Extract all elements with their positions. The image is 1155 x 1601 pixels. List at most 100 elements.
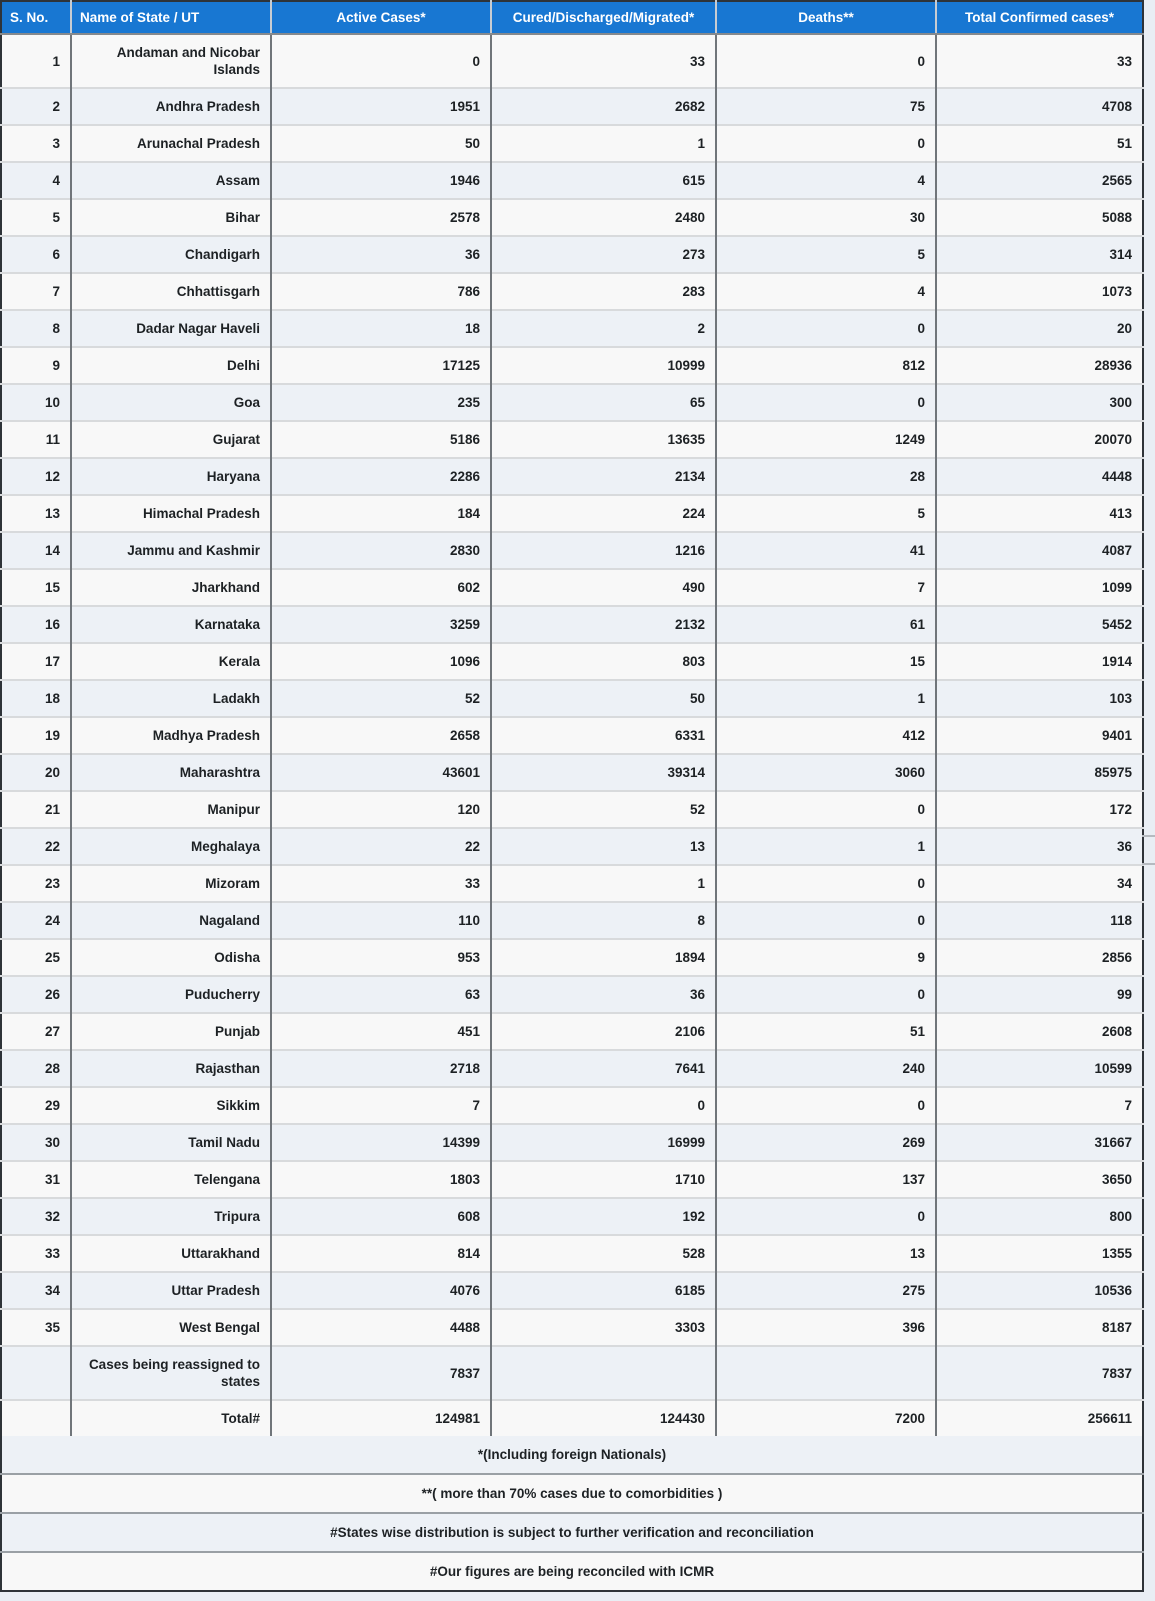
cell-active: 4076 <box>270 1271 491 1309</box>
cell-sno: 9 <box>1 346 71 384</box>
cell-active: 2830 <box>270 531 491 569</box>
cell-total: 9401 <box>935 716 1143 754</box>
cell-sno: 19 <box>1 716 71 754</box>
cell-deaths: 0 <box>715 975 936 1013</box>
cell-active: 1951 <box>270 87 491 125</box>
table-row-1: 1 Andaman and Nicobar Islands 0 33 0 33 <box>1 34 1143 88</box>
table-row-18: 18 Ladakh 52 50 1 103 <box>1 679 1143 717</box>
cell-active: 4488 <box>270 1308 491 1346</box>
cell-deaths <box>715 1345 936 1400</box>
table-body: 1 Andaman and Nicobar Islands 0 33 0 33 2 Andhr… <box>1 34 1143 1436</box>
table-footnotes: *(Including foreign Nationals) **( more t… <box>1 1436 1143 1591</box>
cell-active: 18 <box>270 309 491 347</box>
cell-active: 953 <box>270 938 491 976</box>
cell-active: 52 <box>270 679 491 717</box>
cell-active: 2718 <box>270 1049 491 1087</box>
cell-sno: 24 <box>1 901 71 939</box>
cell-total: 256611 <box>935 1399 1143 1436</box>
cell-sno: 3 <box>1 124 71 162</box>
cell-active: 786 <box>270 272 491 310</box>
cell-sno: 13 <box>1 494 71 532</box>
table-row-3: 3 Arunachal Pradesh 50 1 0 51 <box>1 124 1143 162</box>
cell-state: Assam <box>70 161 271 199</box>
cell-sno: 27 <box>1 1012 71 1050</box>
table-row-26: 26 Puducherry 63 36 0 99 <box>1 975 1143 1013</box>
cell-total: 31667 <box>935 1123 1143 1161</box>
cell-deaths: 9 <box>715 938 936 976</box>
cell-active: 451 <box>270 1012 491 1050</box>
column-header-active: Active Cases* <box>270 1 491 35</box>
table-row-33: 33 Uttarakhand 814 528 13 1355 <box>1 1234 1143 1272</box>
cell-sno: 32 <box>1 1197 71 1235</box>
table-row-13: 13 Himachal Pradesh 184 224 5 413 <box>1 494 1143 532</box>
cell-cured: 6185 <box>490 1271 716 1309</box>
cell-deaths: 13 <box>715 1234 936 1272</box>
cell-sno: 1 <box>1 34 71 88</box>
table-row-17: 17 Kerala 1096 803 15 1914 <box>1 642 1143 680</box>
cell-state: Himachal Pradesh <box>70 494 271 532</box>
cell-deaths: 4 <box>715 272 936 310</box>
cell-state: Uttar Pradesh <box>70 1271 271 1309</box>
table-row-total: Total# 124981 124430 7200 256611 <box>1 1399 1143 1436</box>
column-header-total: Total Confirmed cases* <box>935 1 1143 35</box>
table-row-21: 21 Manipur 120 52 0 172 <box>1 790 1143 828</box>
cell-cured: 13 <box>490 827 716 865</box>
cell-total: 5088 <box>935 198 1143 236</box>
cell-cured: 528 <box>490 1234 716 1272</box>
cell-sno: 34 <box>1 1271 71 1309</box>
cell-deaths: 0 <box>715 124 936 162</box>
cell-sno: 29 <box>1 1086 71 1124</box>
cell-sno: 28 <box>1 1049 71 1087</box>
cell-sno: 20 <box>1 753 71 791</box>
cell-active: 17125 <box>270 346 491 384</box>
row-divider-artifact <box>1142 835 1155 837</box>
table-row-22: 22 Meghalaya 22 13 1 36 <box>1 827 1143 865</box>
cell-total: 800 <box>935 1197 1143 1235</box>
cell-deaths: 275 <box>715 1271 936 1309</box>
cell-state: Andaman and Nicobar Islands <box>70 34 271 88</box>
cell-state: Manipur <box>70 790 271 828</box>
cell-sno <box>1 1399 71 1436</box>
cell-total: 85975 <box>935 753 1143 791</box>
cell-active: 14399 <box>270 1123 491 1161</box>
table-row-9: 9 Delhi 17125 10999 812 28936 <box>1 346 1143 384</box>
cell-cured: 2132 <box>490 605 716 643</box>
cell-sno: 5 <box>1 198 71 236</box>
column-header-state: Name of State / UT <box>70 1 271 35</box>
table-row-24: 24 Nagaland 110 8 0 118 <box>1 901 1143 939</box>
cell-cured: 13635 <box>490 420 716 458</box>
table-row-31: 31 Telengana 1803 1710 137 3650 <box>1 1160 1143 1198</box>
cell-total: 4087 <box>935 531 1143 569</box>
table-row-reassigned: Cases being reassigned to states 7837 7837 <box>1 1345 1143 1400</box>
cell-sno: 6 <box>1 235 71 273</box>
table-row-29: 29 Sikkim 7 0 0 7 <box>1 1086 1143 1124</box>
cell-cured: 65 <box>490 383 716 421</box>
cell-cured: 490 <box>490 568 716 606</box>
cell-active: 1803 <box>270 1160 491 1198</box>
cell-cured: 8 <box>490 901 716 939</box>
cell-cured: 803 <box>490 642 716 680</box>
footnote-row: *(Including foreign Nationals) <box>1 1436 1143 1474</box>
cell-total: 2565 <box>935 161 1143 199</box>
cell-cured: 36 <box>490 975 716 1013</box>
cell-active: 2658 <box>270 716 491 754</box>
cell-sno: 31 <box>1 1160 71 1198</box>
cell-state: Karnataka <box>70 605 271 643</box>
cell-deaths: 240 <box>715 1049 936 1087</box>
cell-cured: 16999 <box>490 1123 716 1161</box>
cell-total: 4708 <box>935 87 1143 125</box>
cell-active: 7 <box>270 1086 491 1124</box>
table-row-10: 10 Goa 235 65 0 300 <box>1 383 1143 421</box>
cell-sno: 21 <box>1 790 71 828</box>
table-row-11: 11 Gujarat 5186 13635 1249 20070 <box>1 420 1143 458</box>
table-row-34: 34 Uttar Pradesh 4076 6185 275 10536 <box>1 1271 1143 1309</box>
cell-total: 2608 <box>935 1012 1143 1050</box>
cell-state: Goa <box>70 383 271 421</box>
cell-deaths: 3060 <box>715 753 936 791</box>
cell-cured: 2134 <box>490 457 716 495</box>
cell-cured: 1710 <box>490 1160 716 1198</box>
footnote-row: #Our figures are being reconciled with I… <box>1 1551 1143 1591</box>
cell-deaths: 7 <box>715 568 936 606</box>
cell-sno: 14 <box>1 531 71 569</box>
